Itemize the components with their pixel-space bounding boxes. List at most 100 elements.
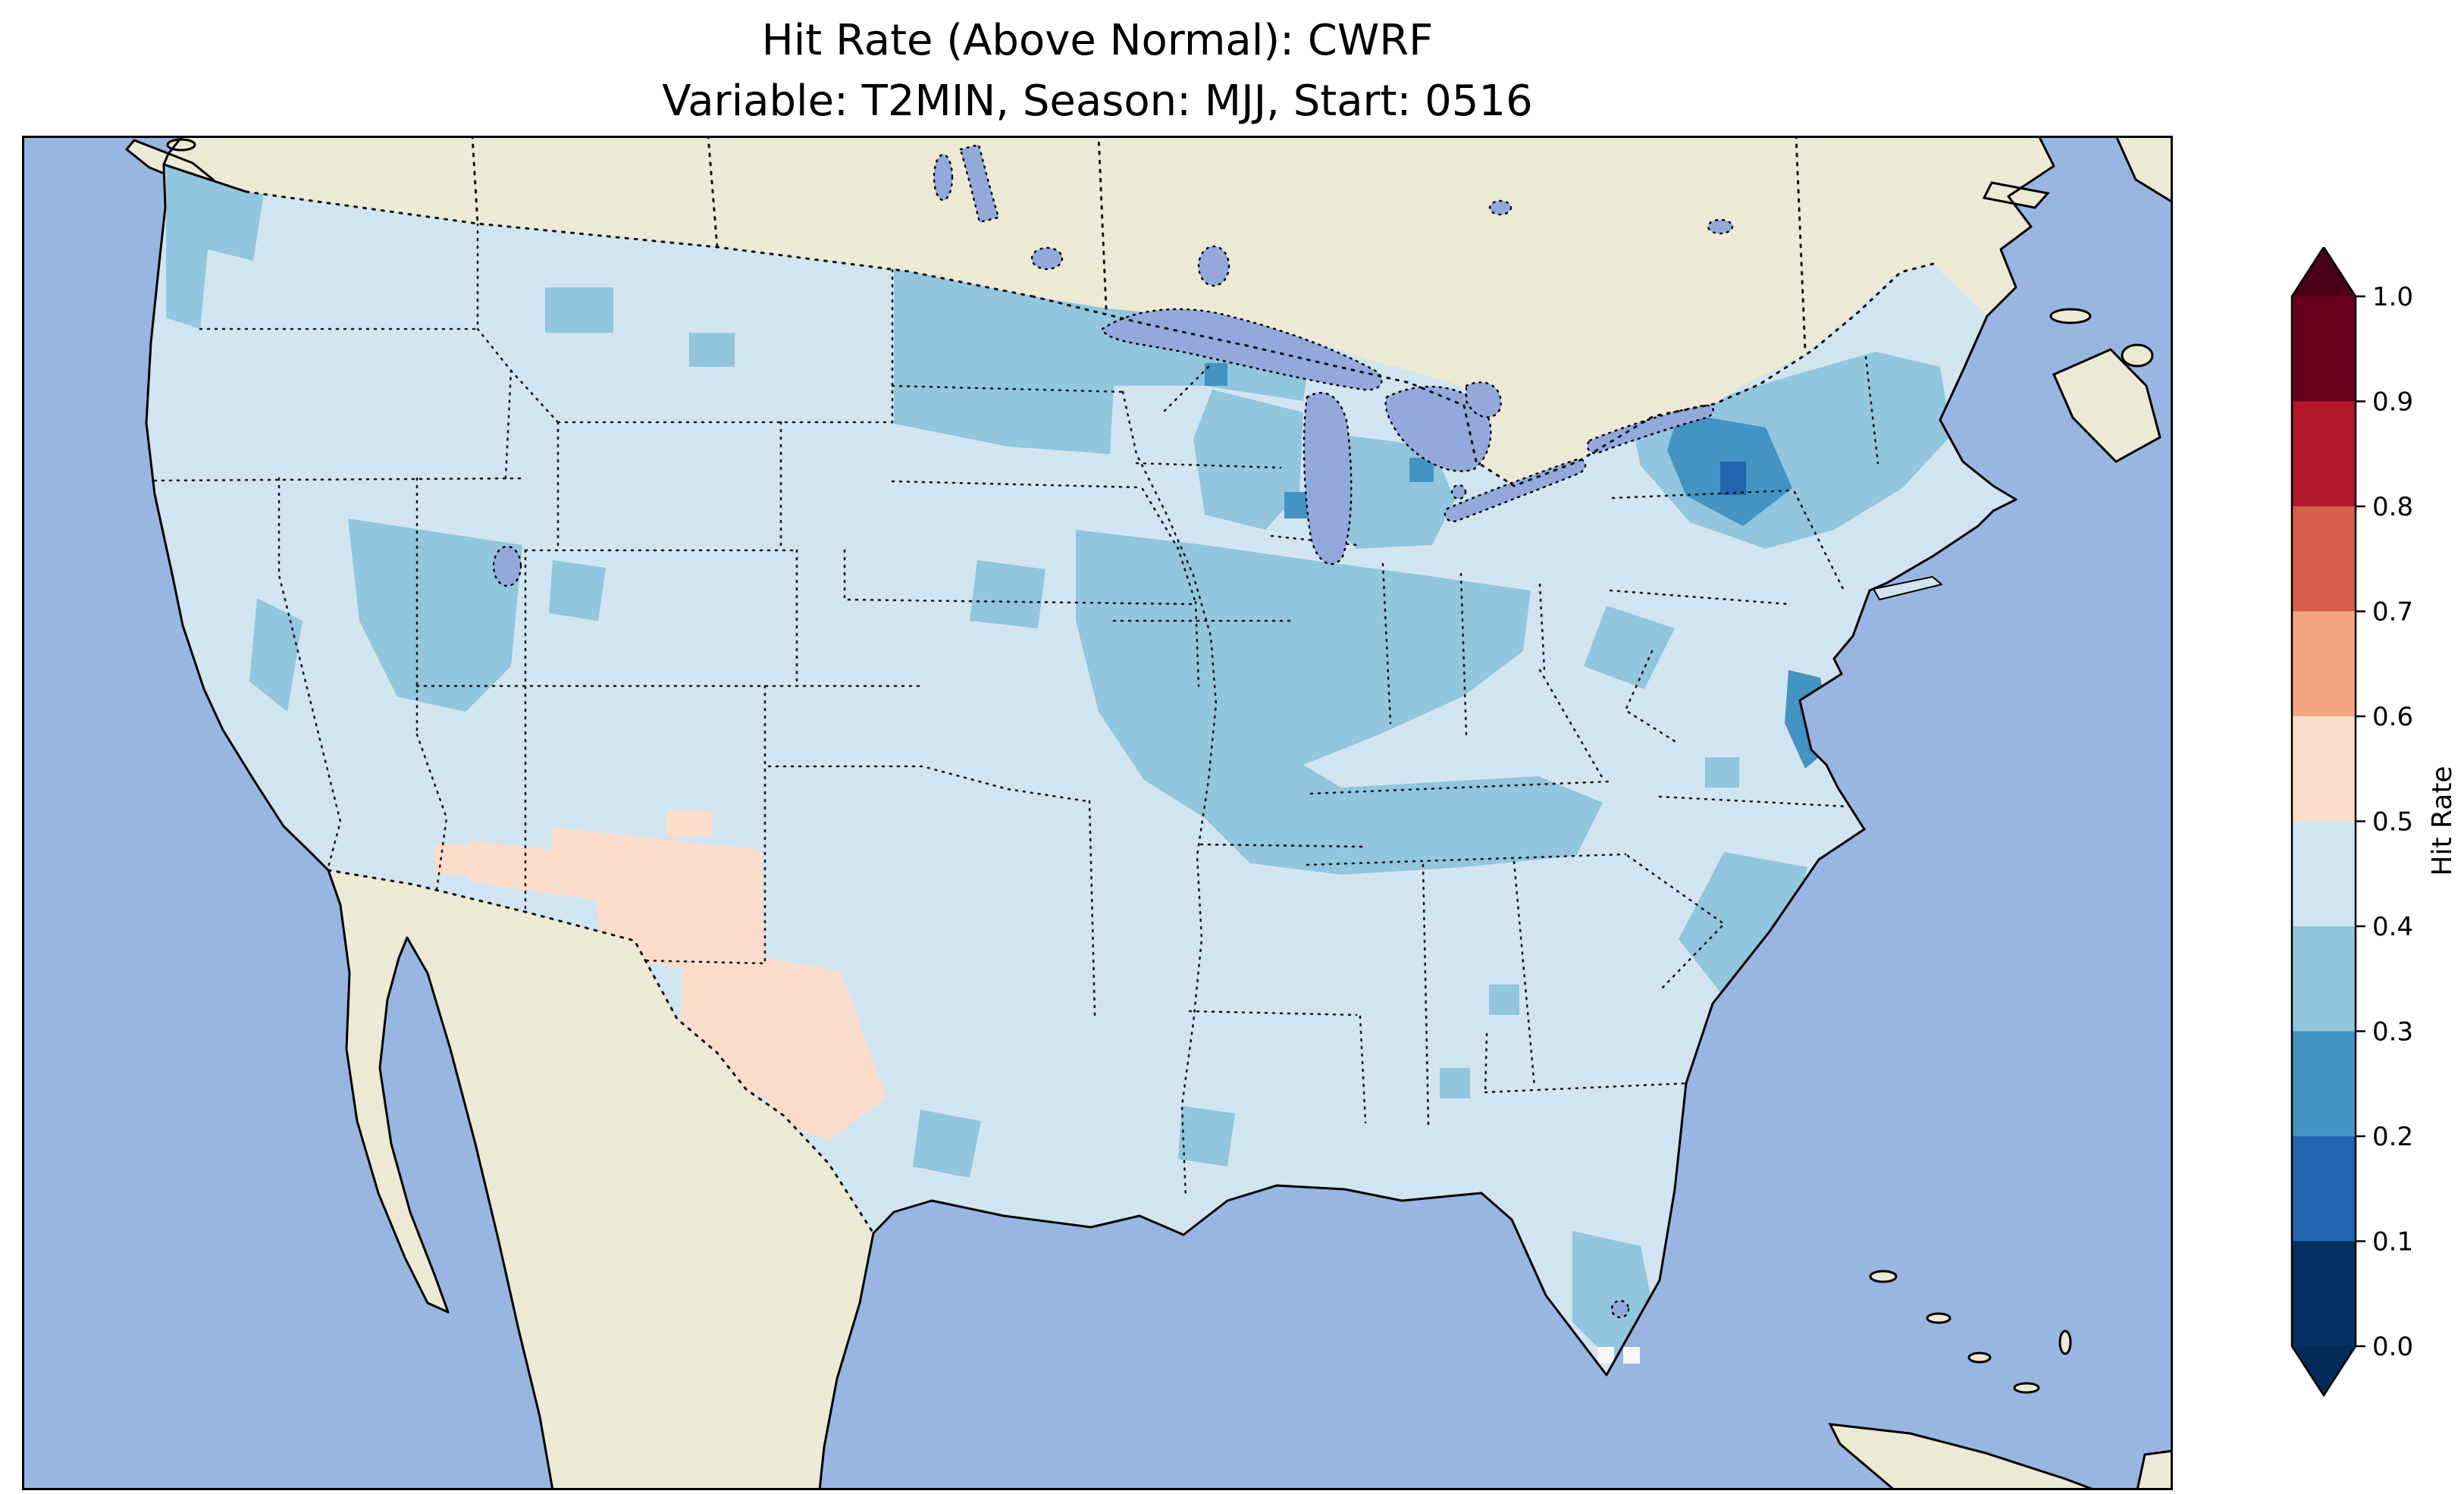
cell-mt-2: [689, 333, 735, 367]
state-line: [1422, 863, 1430, 1126]
state-line: [1199, 843, 1365, 848]
pacific-coastline: [145, 136, 554, 1490]
state-line: [1513, 860, 1536, 1088]
colorbar-arrow-over: [2292, 247, 2356, 296]
region-nv-ut: [348, 518, 522, 712]
state-line: [1161, 365, 1210, 414]
tick-label: 0.8: [2372, 492, 2413, 522]
canada-province-line: [1795, 136, 1807, 352]
bahamas-5: [2058, 1330, 2072, 1355]
state-line: [1609, 589, 1790, 606]
cell-ny-darkest: [1720, 462, 1746, 495]
colorbar: 1.0 0.9 0.8 0.7 0.6 0.5 0.4 0.3 0.2 0.1 …: [2290, 247, 2458, 1398]
canada-atlantic-coastline: [1986, 136, 2055, 318]
canada-lake-2: [1707, 218, 1734, 235]
region-wisconsin: [1193, 390, 1303, 530]
tick-label: 0.0: [2372, 1332, 2413, 1362]
region-appalachia: [1584, 606, 1675, 689]
cape-breton: [2121, 343, 2154, 368]
lake-okeechobee: [1610, 1299, 1630, 1319]
us-map: [22, 136, 2173, 1490]
state-line: [1306, 853, 1627, 866]
bahamas-1: [1869, 1270, 1898, 1283]
state-line: [1309, 780, 1612, 795]
colorbar-bin-03: [2292, 926, 2356, 1032]
state-line: [1141, 487, 1197, 604]
state-line: [1194, 600, 1200, 687]
lake-ontario: [1586, 404, 1714, 454]
long-island: [1873, 576, 1942, 600]
mexico-land: [328, 870, 873, 1490]
state-line: [1538, 669, 1604, 780]
state-line: [1864, 355, 1879, 465]
region-louisiana-patch: [1178, 1106, 1235, 1167]
state-line: [1626, 854, 1726, 992]
region-midwest-ohio-valley: [1076, 530, 1603, 875]
title-line-1: Hit Rate (Above Normal): CWRF: [761, 16, 1434, 65]
region-nm-wtx-pink: [468, 827, 886, 1140]
tick-label: 0.2: [2372, 1122, 2413, 1152]
hispaniola: [2136, 1449, 2173, 1490]
canada-land: [164, 136, 2054, 486]
region-northern-plains: [894, 257, 1311, 454]
prince-edward-island: [2049, 308, 2092, 324]
region-carolinas-coast: [1679, 852, 1807, 992]
colorbar-bin-08: [2292, 401, 2356, 506]
colorbar-bin-02: [2292, 1031, 2356, 1136]
us-canada-border-lakes: [1031, 262, 1938, 487]
canada-province-line: [471, 136, 479, 225]
state-line: [1793, 490, 1845, 590]
state-line: [1611, 489, 1794, 500]
cell-va-1: [1705, 757, 1739, 788]
colorbar-bin-09: [2292, 296, 2356, 402]
cell-mt-1: [545, 287, 613, 333]
state-line: [1538, 583, 1546, 672]
figure-title: Hit Rate (Above Normal): CWRF Variable: …: [22, 11, 2173, 131]
state-line: [891, 480, 1142, 489]
state-line: [1359, 1015, 1367, 1124]
lake-michigan: [1303, 392, 1353, 565]
state-line: [1270, 534, 1358, 547]
lake-superior: [1101, 308, 1383, 391]
colorbar-bin-06: [2292, 611, 2356, 716]
lake-erie: [1444, 459, 1587, 522]
tick-label: 0.7: [2372, 597, 2413, 628]
state-line: [891, 384, 1124, 393]
tick-label: 0.5: [2372, 807, 2413, 838]
lake-of-the-woods: [1030, 246, 1064, 271]
region-texas-coast: [913, 1110, 981, 1178]
canada-province-line: [1097, 136, 1108, 310]
lake-winnipeg: [959, 143, 1000, 224]
state-line: [1088, 800, 1096, 1016]
great-salt-lake: [492, 545, 522, 587]
tick-label: 0.4: [2372, 912, 2413, 942]
coastlines: [145, 136, 2055, 1490]
tick-label: 0.6: [2372, 702, 2413, 732]
missing-cells: [1597, 1347, 1640, 1364]
state-line: [1188, 1010, 1358, 1016]
state-line: [638, 684, 766, 965]
bahamas-4: [2013, 1382, 2040, 1394]
lake-manitoba: [933, 153, 954, 202]
colorbar-bin-00: [2292, 1241, 2356, 1346]
state-line: [153, 477, 524, 482]
region-co-ut-patch: [549, 560, 606, 621]
anticosti-island: [1982, 181, 2050, 209]
colorbar-bin-05: [2292, 716, 2356, 822]
state-line: [415, 733, 448, 903]
colorbar-bin-07: [2292, 506, 2356, 612]
tick-label: 1.0: [2372, 282, 2413, 312]
georgian-bay: [1465, 381, 1502, 418]
tick-label: 0.3: [2372, 1017, 2413, 1048]
region-ca-sierra: [249, 598, 303, 712]
region-wa-or-coast: [166, 166, 265, 329]
atlantic-gulf-coastline: [818, 315, 2017, 1490]
lakes: [492, 143, 1734, 1319]
missing-cell: [1623, 1347, 1640, 1364]
colorbar-bin-04: [2292, 821, 2356, 926]
region-kansas-patch: [970, 560, 1045, 628]
state-line: [767, 765, 1089, 803]
missing-cell: [1597, 1347, 1614, 1364]
bahamas-3: [1967, 1351, 1992, 1364]
cell-ga-1: [1489, 985, 1519, 1015]
